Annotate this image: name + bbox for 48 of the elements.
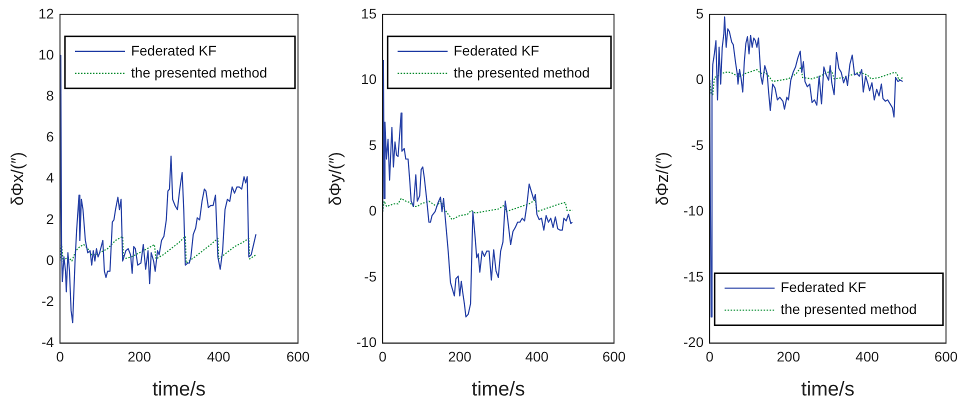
y-tick-label: 0 — [368, 202, 377, 219]
line-series — [382, 198, 573, 220]
y-axis-title: δΦz/(″) — [652, 152, 672, 206]
x-axis-title: time/s — [472, 378, 525, 401]
x-tick-label: 600 — [286, 348, 310, 364]
x-tick-label: 0 — [706, 348, 714, 364]
y-tick-label: 10 — [38, 46, 54, 62]
line-series — [60, 236, 257, 264]
y-tick-label: 2 — [46, 210, 54, 227]
x-tick-label: 400 — [206, 348, 231, 364]
x-tick-label: 400 — [525, 348, 549, 364]
x-tick-label: 400 — [856, 348, 880, 364]
y-tick-label: 0 — [696, 71, 704, 88]
y-tick-label: -5 — [691, 136, 704, 153]
y-tick-label: -4 — [42, 334, 54, 350]
y-tick-label: 6 — [46, 128, 54, 145]
legend-label: the presented method — [454, 64, 590, 80]
x-tick-label: 200 — [128, 348, 152, 364]
legend-label: Federated KF — [454, 42, 540, 58]
y-tick-label: 0 — [46, 252, 54, 268]
y-tick-label: 8 — [46, 87, 54, 104]
y-tick-label: 12 — [38, 5, 54, 22]
x-axis-title: time/s — [801, 378, 854, 401]
y-tick-label: 5 — [368, 136, 377, 153]
x-tick-label: 600 — [602, 348, 626, 364]
y-tick-label: 10 — [361, 71, 377, 88]
y-axis-title: δΦx/(″) — [8, 152, 27, 206]
y-tick-label: 4 — [46, 170, 54, 186]
y-tick-label: -10 — [356, 334, 377, 350]
legend-label: Federated KF — [780, 279, 866, 296]
y-tick-label: -10 — [683, 202, 704, 219]
y-tick-label: -5 — [364, 268, 377, 284]
legend-label: Federated KF — [130, 42, 217, 58]
line-series — [710, 66, 904, 96]
y-tick-label: 15 — [361, 5, 377, 22]
legend-label: the presented method — [130, 64, 268, 80]
y-tick-label: -15 — [683, 268, 704, 284]
legend-label: the presented method — [780, 301, 917, 318]
y-tick-label: -20 — [683, 334, 704, 350]
x-tick-label: 600 — [934, 348, 958, 364]
x-tick-label: 200 — [448, 348, 472, 364]
x-axis-title: time/s — [152, 378, 206, 401]
y-tick-label: 5 — [696, 5, 704, 22]
x-tick-label: 0 — [56, 348, 64, 364]
y-tick-label: -2 — [42, 292, 54, 309]
x-tick-label: 0 — [378, 348, 387, 364]
x-tick-label: 200 — [776, 348, 800, 364]
y-axis-title: δΦy/(″) — [326, 152, 345, 206]
